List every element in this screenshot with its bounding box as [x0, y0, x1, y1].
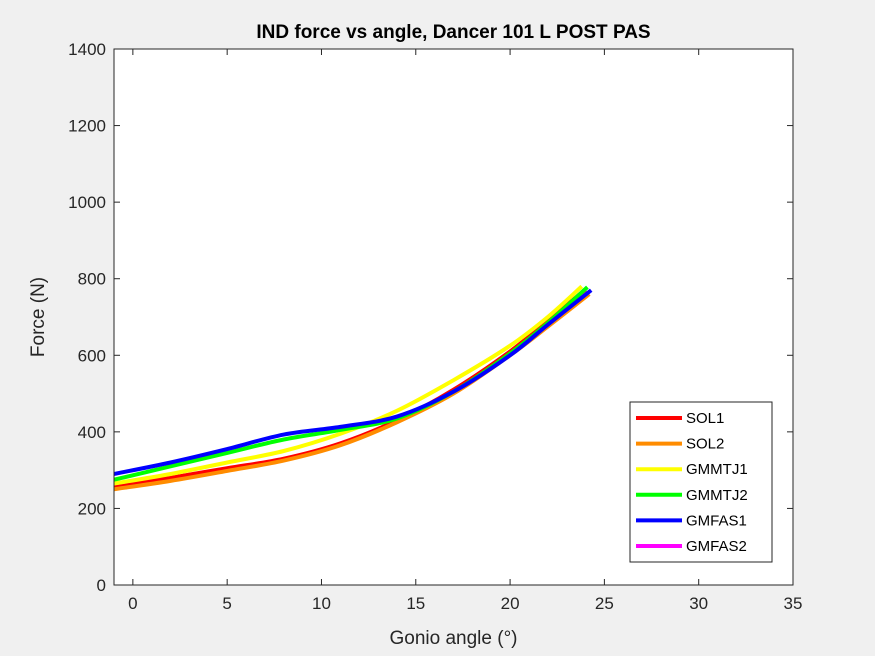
ticks-layer: 0 5 10 15 20 25 30 35 0 200 400 600 800 1000 1200 1400 [68, 40, 802, 613]
legend-label-sol1: SOL1 [686, 410, 724, 427]
y-tick-label: 1400 [68, 40, 106, 59]
x-tick-label: 0 [128, 594, 137, 613]
y-tick-label: 600 [78, 346, 106, 365]
chart-title: IND force vs angle, Dancer 101 L POST PA… [256, 22, 650, 43]
legend-label-gmmtj2: GMMTJ2 [686, 487, 748, 504]
y-tick-label: 400 [78, 423, 106, 442]
x-tick-label: 35 [784, 594, 803, 613]
legend: SOL1 SOL2 GMMTJ1 GMMTJ2 GMFAS1 GMFAS2 [629, 401, 773, 563]
x-tick-label: 10 [312, 594, 331, 613]
y-tick-label: 800 [78, 270, 106, 289]
x-tick-label: 20 [501, 594, 520, 613]
x-tick-label: 25 [595, 594, 614, 613]
legend-box [629, 401, 773, 563]
legend-label-sol2: SOL2 [686, 436, 724, 453]
y-tick-label: 0 [97, 576, 106, 595]
legend-label-gmfas2: GMFAS2 [686, 538, 747, 555]
x-tick-label: 15 [406, 594, 425, 613]
axes-box [113, 48, 794, 586]
y-tick-label: 200 [78, 499, 106, 518]
series-line-gmfas1 [113, 288, 593, 476]
legend-label-gmmtj1: GMMTJ1 [686, 461, 748, 478]
y-axis-label: Force (N) [28, 277, 49, 357]
x-tick-label: 30 [689, 594, 708, 613]
x-tick-label: 5 [222, 594, 231, 613]
series-layer [113, 284, 593, 492]
x-axis-label: Gonio angle (°) [390, 628, 518, 649]
y-tick-label: 1200 [68, 117, 106, 136]
legend-label-gmfas1: GMFAS1 [686, 512, 747, 529]
y-tick-label: 1000 [68, 193, 106, 212]
